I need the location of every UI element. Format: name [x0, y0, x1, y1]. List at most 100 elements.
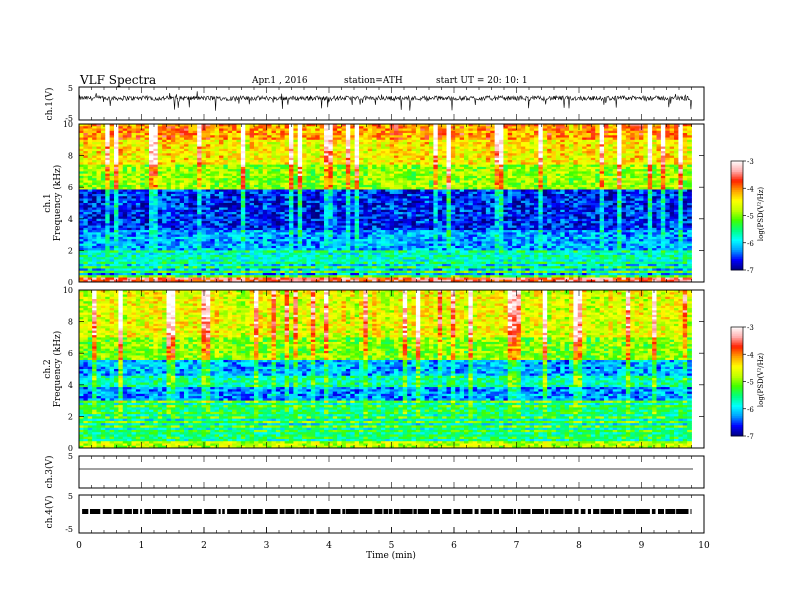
- ch4-pulse: [658, 509, 664, 514]
- time-tick-label: 4: [326, 541, 332, 551]
- ch4-pulse: [676, 509, 689, 514]
- ch4-pulse: [374, 509, 383, 514]
- ch4-pulse: [240, 509, 247, 514]
- ch1-colorbar: -3 -4 -5 -6 -7: [730, 158, 754, 275]
- ch4-pulse: [204, 509, 217, 514]
- freq-tick-label: 0: [68, 278, 73, 287]
- ch4-ytick-top: 5: [68, 492, 73, 501]
- station-label: station=ATH: [344, 76, 403, 86]
- ch4-pulse: [140, 509, 143, 514]
- colorbar-tick-label: -7: [747, 267, 754, 275]
- ch4-waveform-panel: 5 -5 ch.4(V) 0 1 2 3 4 5 6 7 8 9 10 Time (min): [44, 492, 710, 561]
- ch4-pulse: [587, 509, 591, 514]
- colorbar-tick-label: -4: [747, 185, 754, 193]
- ch4-pulse: [665, 509, 676, 514]
- ch4-pulse: [593, 509, 600, 514]
- time-tick-label: 9: [639, 541, 645, 551]
- ch4-pulse: [342, 509, 346, 514]
- ch4-pulse: [513, 509, 516, 514]
- ch4-pulse: [564, 509, 573, 514]
- ch4-pulse: [623, 509, 635, 514]
- ch4-pulse: [192, 509, 202, 514]
- ch4-pulse: [296, 509, 299, 514]
- time-tick-label: 7: [514, 541, 520, 551]
- ch1-waveform-line: [78, 91, 692, 111]
- ch4-pulse: [309, 509, 314, 514]
- time-tick-label: 0: [76, 541, 82, 551]
- ch2-spec-ylabel: Frequency (kHz): [52, 331, 63, 408]
- ch4-pulse: [388, 509, 393, 514]
- ch4-pulse: [453, 509, 461, 514]
- ch4-pulse: [166, 509, 171, 514]
- ch4-pulse: [615, 509, 622, 514]
- ch4-pulse: [431, 509, 440, 514]
- freq-tick-label: 10: [63, 286, 73, 295]
- ch4-pulse: [651, 509, 656, 514]
- ch4-pulse: [413, 509, 417, 514]
- freq-tick-label: 10: [63, 120, 73, 129]
- ch3-ylabel: ch.3(V): [44, 456, 55, 489]
- colorbar-tick-label: -6: [747, 406, 754, 414]
- ch4-pulse: [124, 509, 132, 514]
- ch4-pulse: [316, 509, 330, 514]
- ch1-colorbar-label: log(PSD(V²/Hz): [757, 187, 765, 242]
- ch1-spec-ylabel: Frequency (kHz): [52, 165, 63, 242]
- ch4-pulse: [152, 509, 166, 514]
- freq-tick-label: 0: [68, 444, 73, 453]
- ch4-pulse: [331, 509, 341, 514]
- ch4-pulse: [690, 509, 692, 514]
- ch4-pulse: [400, 509, 413, 514]
- time-tick-label: 8: [576, 541, 582, 551]
- ch4-pulse: [181, 509, 191, 514]
- ch4-pulse: [383, 509, 389, 514]
- ch4-pulse-train: [82, 509, 692, 514]
- colorbar-tick-label: -3: [747, 324, 754, 332]
- ch4-pulse: [461, 509, 473, 514]
- ch2-colorbar: -3 -4 -5 -6 -7: [730, 324, 754, 441]
- freq-tick-label: 4: [68, 215, 73, 224]
- freq-tick-label: 6: [68, 183, 73, 192]
- ch4-pulse: [600, 509, 614, 514]
- ch4-pulse: [102, 509, 112, 514]
- ch1-waveform-panel: 5 -5 ch.1(V): [44, 84, 705, 123]
- time-axis-label: Time (min): [366, 550, 416, 561]
- date-label: Apr.1 , 2016: [251, 76, 308, 86]
- ch4-pulse: [90, 509, 101, 514]
- start-time-label: start UT = 20: 10: 1: [436, 76, 528, 86]
- ch4-pulse: [474, 509, 479, 514]
- ch3-ytick-top: 5: [68, 452, 73, 461]
- ch4-pulse: [218, 509, 221, 514]
- figure-title: VLF Spectra: [79, 73, 156, 87]
- ch2-colorbar-label: log(PSD(V²/Hz): [757, 353, 765, 408]
- ch3-waveform-panel: 5 ch.3(V): [44, 452, 705, 489]
- colorbar-tick-label: -7: [747, 433, 754, 441]
- ch4-pulse: [635, 509, 650, 514]
- ch4-pulse: [501, 509, 513, 514]
- freq-tick-label: 2: [68, 246, 73, 255]
- ch4-pulse: [517, 509, 521, 514]
- ch1-wave-ylabel: ch.1(V): [44, 88, 55, 121]
- ch1-spectrogram-image: [79, 124, 692, 283]
- freq-tick-label: 8: [68, 318, 73, 327]
- ch4-pulse: [113, 509, 123, 514]
- ch4-ylabel: ch.4(V): [44, 496, 55, 529]
- ch4-pulse: [133, 509, 139, 514]
- colorbar-tick-label: -6: [747, 240, 754, 248]
- freq-tick-label: 8: [68, 152, 73, 161]
- ch2-spec-channel-label: ch.2: [43, 359, 53, 378]
- ch4-pulse: [285, 509, 295, 514]
- ch4-pulse: [144, 509, 151, 514]
- colorbar-tick-label: -3: [747, 158, 754, 166]
- time-tick-label: 3: [264, 541, 270, 551]
- colorbar-tick-label: -5: [747, 213, 754, 221]
- ch4-ytick-bottom: -5: [65, 525, 73, 534]
- ch4-pulse: [493, 509, 499, 514]
- ch4-pulse: [521, 509, 531, 514]
- ch4-pulse: [394, 509, 400, 514]
- ch4-pulse: [279, 509, 285, 514]
- time-tick-label: 2: [201, 541, 207, 551]
- ch4-pulse: [265, 509, 278, 514]
